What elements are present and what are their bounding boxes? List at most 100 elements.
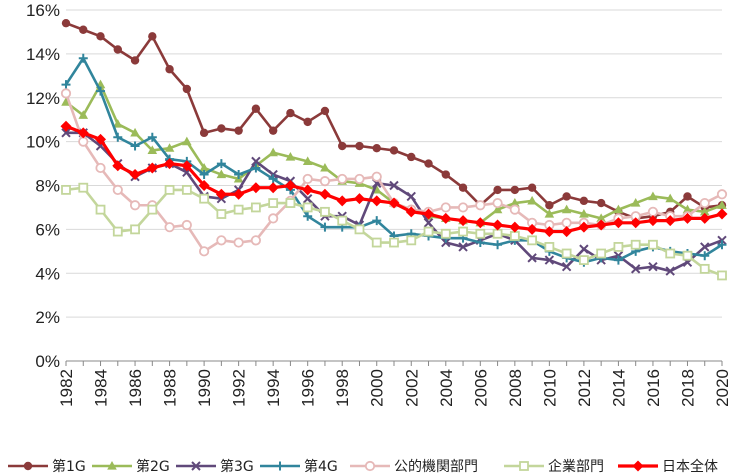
x-tick-label: 2008 bbox=[506, 369, 525, 407]
data-point bbox=[492, 219, 504, 231]
data-point bbox=[303, 211, 313, 221]
data-point bbox=[61, 18, 71, 28]
series-4 bbox=[61, 53, 727, 267]
data-point bbox=[130, 56, 140, 65]
x-tick-label: 1984 bbox=[92, 369, 111, 407]
data-point bbox=[251, 156, 261, 167]
data-point bbox=[216, 159, 226, 169]
data-point bbox=[95, 162, 106, 174]
data-point bbox=[216, 169, 227, 179]
x-tick-label: 2020 bbox=[713, 369, 732, 407]
data-point bbox=[561, 226, 573, 238]
data-point bbox=[164, 143, 175, 152]
data-point bbox=[354, 224, 365, 235]
data-point bbox=[129, 169, 141, 181]
data-point bbox=[699, 197, 710, 209]
legend-swatch-marker bbox=[23, 461, 33, 471]
data-point bbox=[95, 133, 107, 145]
legend-label: 日本全体 bbox=[662, 458, 718, 475]
data-point bbox=[371, 171, 382, 182]
data-point bbox=[285, 198, 296, 208]
data-point bbox=[423, 226, 434, 237]
data-point bbox=[648, 239, 658, 250]
data-point bbox=[371, 237, 382, 248]
data-point bbox=[164, 222, 175, 233]
data-point bbox=[216, 235, 227, 246]
data-point bbox=[475, 238, 485, 248]
data-point bbox=[320, 206, 330, 217]
data-point bbox=[199, 170, 209, 180]
data-point bbox=[717, 200, 727, 209]
data-point bbox=[199, 128, 209, 138]
data-point bbox=[233, 237, 244, 248]
data-point bbox=[699, 263, 710, 274]
data-point bbox=[717, 270, 727, 281]
legend-item-4: 第4G bbox=[260, 458, 338, 475]
data-point bbox=[61, 80, 71, 90]
data-point bbox=[388, 197, 400, 209]
legend: 第1G 第2G 第3G 第4G 公的機関部門 企業部門 日本全体 bbox=[8, 458, 718, 475]
data-point bbox=[303, 117, 312, 127]
data-point bbox=[578, 221, 590, 233]
data-point bbox=[389, 146, 399, 155]
data-point bbox=[683, 192, 692, 201]
data-point bbox=[251, 104, 261, 113]
legend-label: 第2G bbox=[136, 458, 170, 475]
data-point bbox=[700, 251, 710, 261]
x-tick-label: 2000 bbox=[368, 369, 387, 407]
data-point bbox=[630, 264, 641, 274]
data-point bbox=[630, 239, 641, 250]
data-point bbox=[630, 217, 642, 229]
data-point bbox=[147, 145, 158, 154]
data-point bbox=[493, 240, 503, 250]
data-point bbox=[148, 32, 157, 41]
data-point bbox=[233, 204, 244, 215]
y-tick-label: 12% bbox=[26, 89, 60, 108]
data-point bbox=[372, 144, 381, 153]
data-point bbox=[389, 180, 399, 191]
data-point bbox=[423, 218, 434, 228]
data-point bbox=[526, 223, 538, 235]
data-point bbox=[493, 185, 502, 195]
data-point bbox=[509, 231, 520, 241]
data-point bbox=[78, 110, 89, 119]
x-tick-label: 2016 bbox=[644, 369, 663, 407]
data-point bbox=[561, 248, 572, 259]
y-tick-label: 10% bbox=[26, 133, 60, 152]
x-tick-label: 1990 bbox=[195, 369, 214, 407]
data-point bbox=[561, 261, 572, 272]
data-point bbox=[664, 215, 676, 227]
data-point bbox=[302, 173, 313, 185]
data-point bbox=[268, 126, 278, 135]
legend-label: 企業部門 bbox=[548, 458, 604, 475]
data-point bbox=[371, 195, 383, 207]
x-tick-label: 1994 bbox=[264, 369, 283, 407]
y-tick-label: 14% bbox=[26, 45, 60, 64]
data-point bbox=[60, 120, 72, 132]
data-point bbox=[113, 45, 122, 54]
data-point bbox=[561, 204, 572, 214]
x-tick-label: 2014 bbox=[609, 369, 628, 407]
data-point bbox=[613, 255, 623, 265]
data-point bbox=[458, 226, 468, 237]
data-point bbox=[112, 226, 123, 237]
data-point bbox=[389, 237, 399, 248]
y-tick-label: 8% bbox=[35, 177, 60, 196]
data-point bbox=[527, 235, 538, 246]
x-tick-label: 1996 bbox=[299, 369, 318, 407]
legend-label: 第1G bbox=[52, 458, 86, 475]
x-axis: 1982 1984 1986 1988 1990 1992 1994 1996 1998 2000… bbox=[57, 360, 732, 407]
data-point bbox=[268, 147, 278, 157]
data-point bbox=[251, 163, 261, 173]
data-point bbox=[475, 200, 486, 211]
data-point bbox=[78, 182, 89, 193]
data-point bbox=[440, 202, 451, 213]
data-point bbox=[112, 119, 123, 128]
data-point bbox=[354, 173, 365, 185]
data-point bbox=[234, 126, 243, 135]
data-point bbox=[561, 217, 572, 228]
data-point bbox=[578, 255, 589, 265]
data-point bbox=[406, 191, 416, 202]
data-point bbox=[216, 209, 227, 219]
data-point bbox=[544, 242, 555, 252]
